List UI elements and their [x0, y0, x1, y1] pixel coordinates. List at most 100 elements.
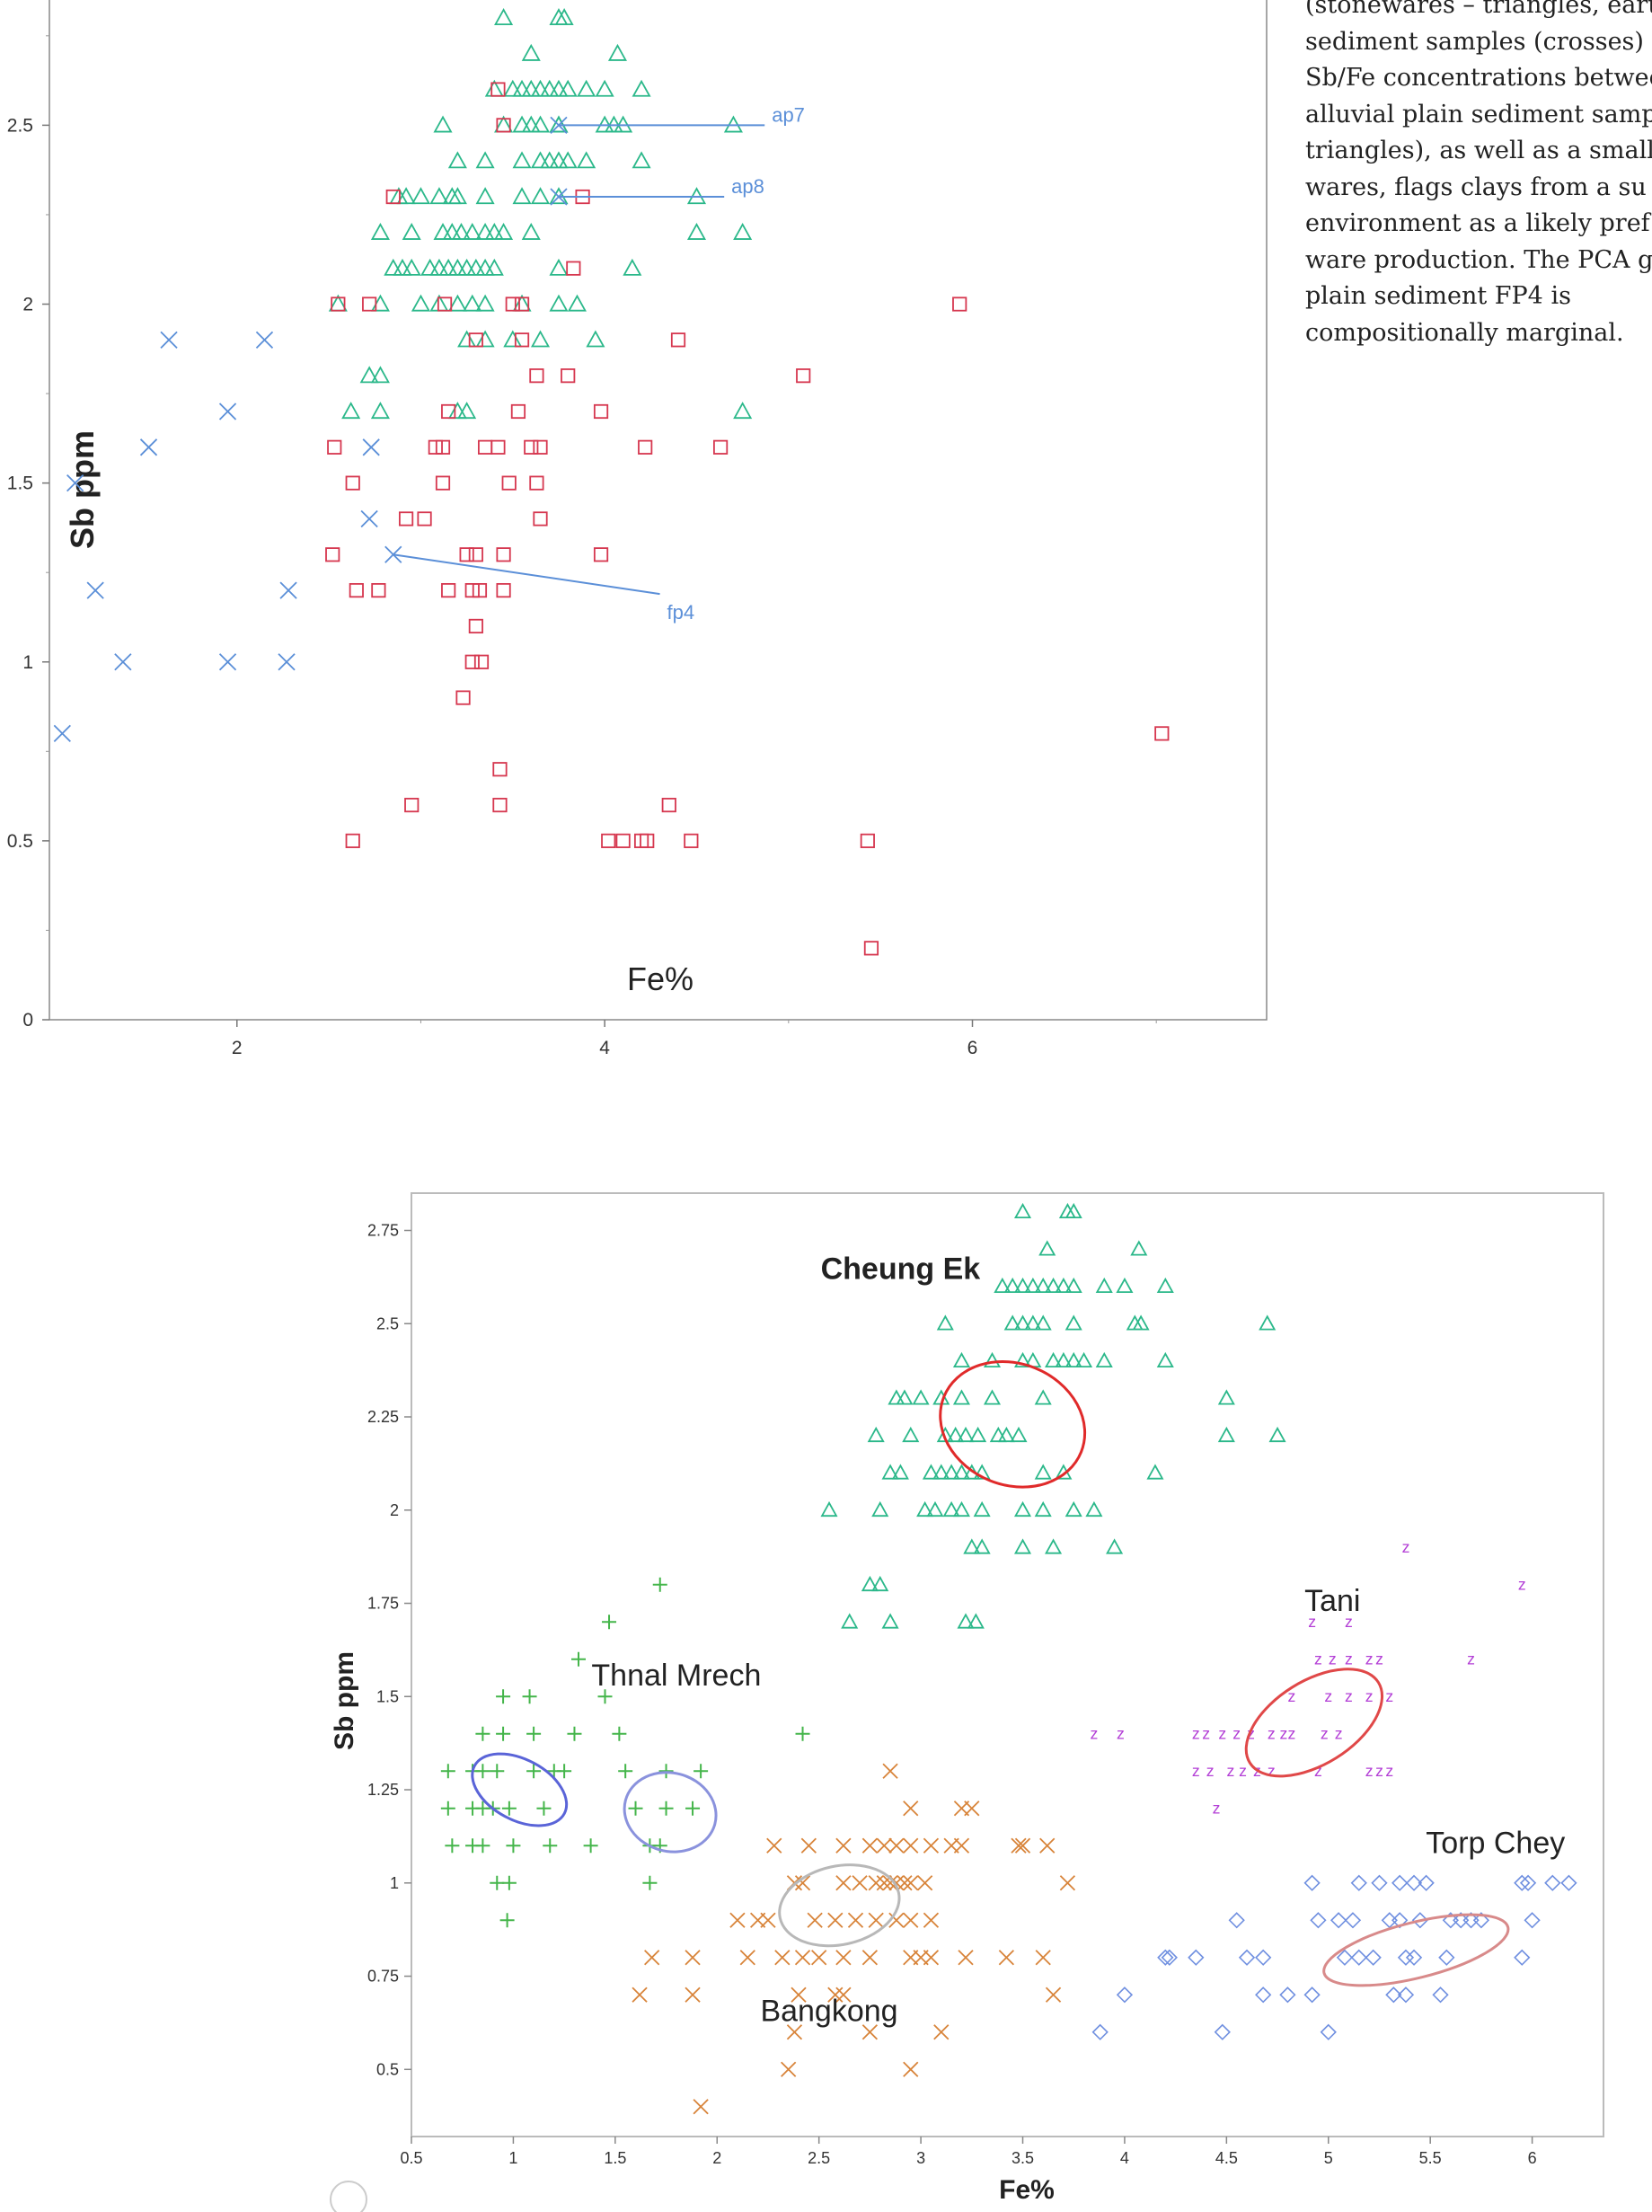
triangle-marker: [1065, 1202, 1082, 1219]
triangle-marker: [521, 79, 541, 97]
triangle-marker: [530, 115, 551, 133]
triangle-marker: [916, 1500, 934, 1517]
x-tick-label: 0.5: [400, 2149, 422, 2167]
plus-marker: [658, 1764, 674, 1779]
y-tick-label: 0.75: [367, 1968, 399, 1986]
triangle-marker: [530, 330, 551, 348]
diamond-marker: [1161, 1949, 1178, 1966]
square-marker: [428, 439, 443, 455]
diamond-marker: [1330, 1912, 1347, 1929]
triangle-marker: [632, 151, 651, 169]
cross-marker: [897, 1875, 913, 1891]
plus-marker: [475, 1764, 490, 1779]
diamond-marker: [1453, 1912, 1470, 1929]
x-tick-label: 3.5: [1012, 2149, 1034, 2167]
x-tick-label: 2: [232, 1038, 243, 1058]
diamond-marker: [1381, 1912, 1398, 1929]
triangle-marker: [447, 294, 467, 312]
z-marker: z: [1385, 1687, 1393, 1705]
y-tick-label: 1.5: [7, 473, 33, 494]
cross-marker: [360, 509, 378, 528]
diamond-marker: [1371, 1874, 1388, 1891]
z-marker: z: [1218, 1724, 1226, 1742]
caption-line: (stonewares – triangles, earth: [1305, 0, 1652, 19]
triangle-marker: [1003, 1277, 1021, 1294]
cross-marker: [903, 1801, 919, 1817]
triangle-marker: [973, 1464, 991, 1480]
plus-marker: [652, 1838, 667, 1854]
square-marker: [404, 797, 420, 813]
cross-marker: [964, 1801, 980, 1817]
cross-marker: [550, 188, 568, 206]
cross-marker: [943, 1837, 959, 1854]
triangle-marker: [871, 1500, 889, 1517]
diamond-marker: [1116, 1986, 1134, 2004]
square-marker: [385, 189, 401, 205]
plus-marker: [693, 1764, 709, 1779]
triangle-marker: [1034, 1464, 1052, 1480]
triangle-marker: [963, 1464, 981, 1480]
triangle-marker: [1156, 1351, 1174, 1368]
triangle-marker: [957, 1426, 975, 1443]
triangle-marker: [521, 115, 541, 133]
triangle-marker: [521, 223, 541, 240]
plus-marker: [658, 1801, 674, 1816]
cross-marker: [53, 724, 71, 743]
z-marker: z: [1467, 1650, 1475, 1668]
triangle-marker: [484, 223, 504, 240]
triangle-marker: [861, 1575, 879, 1592]
plus-marker: [557, 1764, 572, 1779]
cross-marker: [868, 1875, 884, 1891]
triangle-marker: [554, 8, 574, 26]
square-marker: [464, 583, 480, 598]
caption-line: ware production. The PCA g: [1305, 245, 1652, 274]
square-marker: [524, 439, 539, 455]
z-marker: z: [1365, 1650, 1374, 1668]
x-tick-label: 2: [712, 2149, 721, 2167]
plus-marker: [475, 1838, 490, 1854]
triangle-marker: [881, 1464, 899, 1480]
square-marker: [437, 296, 453, 312]
triangle-marker: [952, 1389, 970, 1405]
square-marker: [468, 332, 483, 348]
plus-marker: [597, 1689, 613, 1704]
triangle-marker: [1065, 1277, 1082, 1294]
triangle-marker: [396, 187, 416, 205]
z-marker: z: [1308, 1613, 1316, 1631]
cross-marker: [868, 1912, 884, 1928]
square-marker: [640, 833, 655, 848]
y-tick-label: 0: [22, 1010, 33, 1031]
triangle-marker: [983, 1389, 1002, 1405]
triangle-marker: [1045, 1277, 1063, 1294]
plus-marker: [445, 1838, 460, 1854]
z-marker: z: [1192, 1762, 1200, 1780]
triangle-marker: [402, 223, 421, 240]
cross-marker: [1045, 1986, 1062, 2003]
square-marker: [490, 82, 506, 97]
plus-marker: [618, 1764, 633, 1779]
square-marker: [349, 583, 364, 598]
triangle-marker: [370, 402, 390, 420]
triangle-marker: [503, 79, 523, 97]
plus-marker: [475, 1726, 490, 1741]
triangle-marker: [989, 1426, 1007, 1443]
z-marker: z: [1335, 1724, 1343, 1742]
cross-marker: [644, 1950, 660, 1966]
square-marker: [464, 654, 480, 669]
triangle-marker: [1013, 1314, 1032, 1331]
x-tick-label: 5.5: [1419, 2149, 1442, 2167]
cross-marker: [953, 1837, 970, 1854]
cross-marker: [791, 1986, 807, 2003]
x-tick-label: 4: [599, 1038, 610, 1058]
cross-marker: [1011, 1837, 1027, 1854]
z-marker: z: [1279, 1724, 1287, 1742]
plus-marker: [602, 1615, 617, 1630]
diamond-marker: [1418, 1874, 1435, 1891]
cross-marker: [835, 1950, 852, 1966]
cross-marker: [888, 1837, 905, 1854]
square-marker: [435, 439, 451, 455]
cross-marker: [218, 653, 237, 671]
square-marker: [327, 439, 342, 455]
diamond-marker: [1391, 1912, 1409, 1929]
diamond-marker: [1397, 1949, 1415, 1966]
